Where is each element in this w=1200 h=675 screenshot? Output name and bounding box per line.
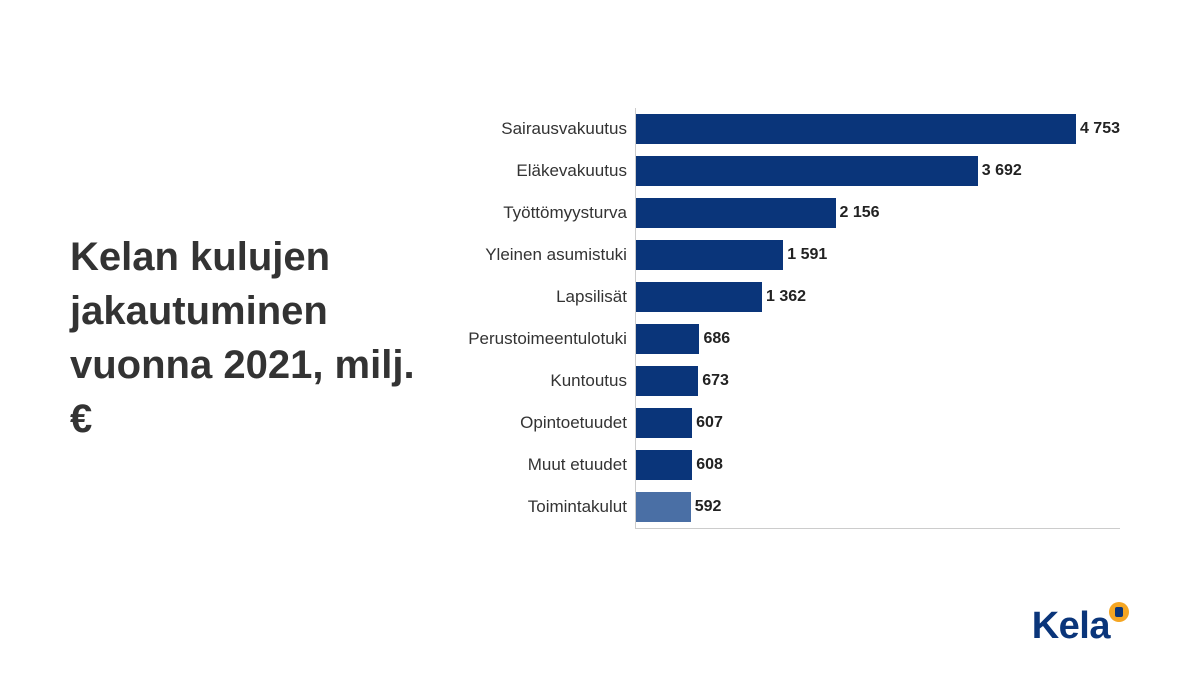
title-area: Kelan kulujen jakautuminen vuonna 2021, … xyxy=(0,230,465,446)
bar xyxy=(636,156,978,186)
bar-label: Lapsilisät xyxy=(465,287,635,307)
bar-track: 607 xyxy=(635,402,1120,444)
bar-value: 2 156 xyxy=(840,204,880,222)
bar xyxy=(636,114,1076,144)
bar xyxy=(636,408,692,438)
bar-label: Muut etuudet xyxy=(465,455,635,475)
bar-value: 1 591 xyxy=(787,246,827,264)
x-axis-line xyxy=(635,528,1120,529)
bar-chart: Sairausvakuutus 4 753 Eläkevakuutus 3 692 Ty… xyxy=(465,108,1120,528)
bar-value: 673 xyxy=(702,372,729,390)
bar xyxy=(636,240,783,270)
bar-track: 608 xyxy=(635,444,1120,486)
bar-row: Eläkevakuutus 3 692 xyxy=(465,150,1120,192)
bar-track: 592 xyxy=(635,486,1120,528)
bar-label: Yleinen asumistuki xyxy=(465,245,635,265)
bar-value: 608 xyxy=(696,456,723,474)
kela-logo: Kela xyxy=(1032,607,1130,645)
bar xyxy=(636,282,762,312)
bar xyxy=(636,492,691,522)
bar-label: Sairausvakuutus xyxy=(465,119,635,139)
bar-row: Lapsilisät 1 362 xyxy=(465,276,1120,318)
bar-track: 3 692 xyxy=(635,150,1120,192)
bar-track: 4 753 xyxy=(635,108,1120,150)
bar-value: 686 xyxy=(703,330,730,348)
bar-track: 1 591 xyxy=(635,234,1120,276)
page-title: Kelan kulujen jakautuminen vuonna 2021, … xyxy=(70,230,445,446)
bar-row: Työttömyysturva 2 156 xyxy=(465,192,1120,234)
bar-row: Muut etuudet 608 xyxy=(465,444,1120,486)
bar-label: Työttömyysturva xyxy=(465,203,635,223)
bar-label: Eläkevakuutus xyxy=(465,161,635,181)
bar-label: Toimintakulut xyxy=(465,497,635,517)
chart-area: Sairausvakuutus 4 753 Eläkevakuutus 3 692 Ty… xyxy=(465,0,1200,675)
bar-row: Opintoetuudet 607 xyxy=(465,402,1120,444)
logo-badge-icon xyxy=(1108,601,1130,623)
bar-row: Yleinen asumistuki 1 591 xyxy=(465,234,1120,276)
bar xyxy=(636,198,836,228)
bar-value: 4 753 xyxy=(1080,120,1120,138)
bar-row: Kuntoutus 673 xyxy=(465,360,1120,402)
bar-row: Sairausvakuutus 4 753 xyxy=(465,108,1120,150)
logo-text: Kela xyxy=(1032,607,1110,645)
bar-track: 2 156 xyxy=(635,192,1120,234)
bar-track: 1 362 xyxy=(635,276,1120,318)
bar-row: Toimintakulut 592 xyxy=(465,486,1120,528)
bar-label: Kuntoutus xyxy=(465,371,635,391)
bar-label: Opintoetuudet xyxy=(465,413,635,433)
bar xyxy=(636,366,698,396)
bar-track: 673 xyxy=(635,360,1120,402)
bar-row: Perustoimeentulotuki 686 xyxy=(465,318,1120,360)
bar xyxy=(636,324,700,354)
bar-value: 1 362 xyxy=(766,288,806,306)
bar-value: 592 xyxy=(695,498,722,516)
bar-value: 607 xyxy=(696,414,723,432)
bar-label: Perustoimeentulotuki xyxy=(465,329,635,349)
bar-value: 3 692 xyxy=(982,162,1022,180)
main-container: Kelan kulujen jakautuminen vuonna 2021, … xyxy=(0,0,1200,675)
bar-track: 686 xyxy=(635,318,1120,360)
bar xyxy=(636,450,692,480)
